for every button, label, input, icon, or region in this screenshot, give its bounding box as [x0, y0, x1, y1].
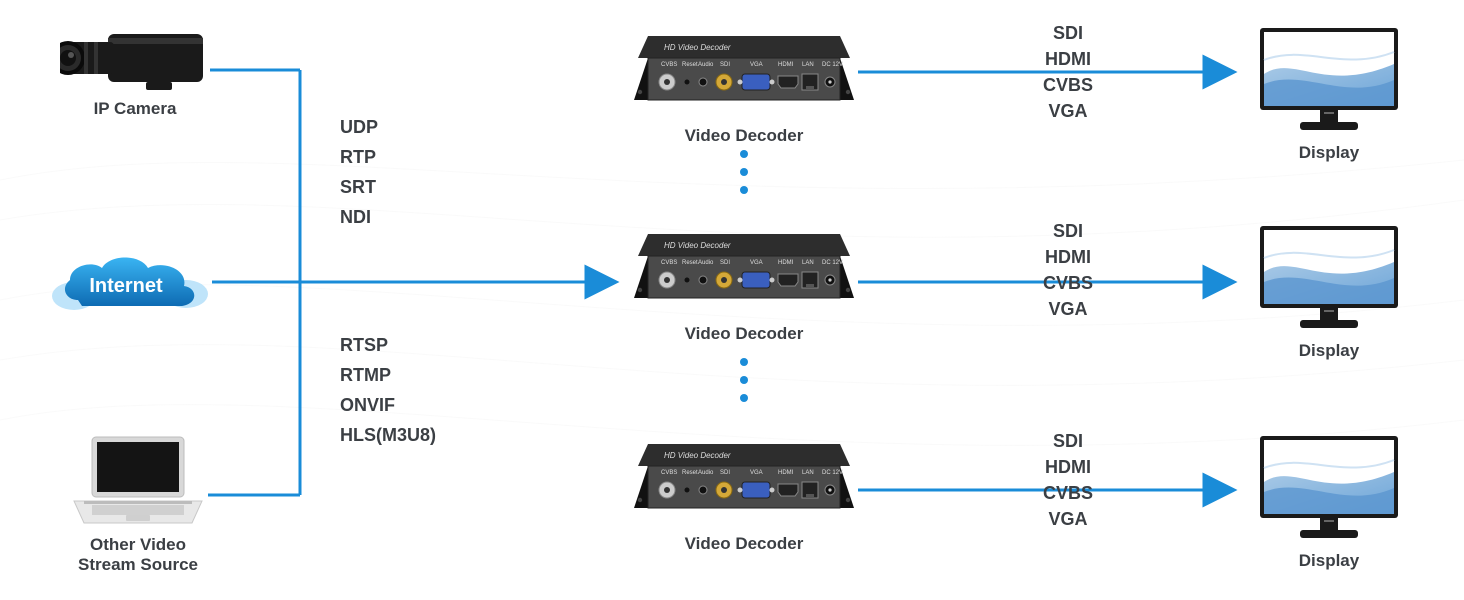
ellipsis-dots-1: [740, 150, 748, 194]
video-decoder-3: HD Video Decoder CVBS Reset Audio SDI VG…: [634, 438, 854, 554]
decoder-label: Video Decoder: [634, 534, 854, 554]
svg-text:LAN: LAN: [802, 62, 814, 68]
decoder-icon: HD Video Decoder CVBS Reset Audio SDI VG…: [634, 30, 854, 122]
svg-text:HD Video Decoder: HD Video Decoder: [664, 241, 731, 250]
internet-cloud: Internet: [48, 248, 212, 329]
display-2: Display: [1254, 222, 1404, 361]
dot: [740, 150, 748, 158]
proto-srt: SRT: [340, 172, 378, 202]
svg-text:Reset: Reset: [682, 260, 698, 266]
monitor-icon: [1254, 222, 1404, 332]
svg-text:Audio: Audio: [698, 260, 714, 266]
svg-text:LAN: LAN: [802, 260, 814, 266]
other-source-laptop: Other Video Stream Source: [68, 435, 208, 575]
monitor-icon: [1254, 24, 1404, 134]
protocols-top: UDP RTP SRT NDI: [340, 112, 378, 232]
dot: [740, 186, 748, 194]
proto-rtmp: RTMP: [340, 360, 436, 390]
output-protocols-1: SDI HDMI CVBS VGA: [1008, 20, 1128, 124]
svg-text:DC 12V: DC 12V: [822, 62, 843, 68]
svg-text:SDI: SDI: [720, 260, 730, 266]
dot: [740, 168, 748, 176]
display-3: Display: [1254, 432, 1404, 571]
svg-text:DC 12V: DC 12V: [822, 260, 843, 266]
camera-icon: [60, 24, 210, 94]
dot: [740, 376, 748, 384]
svg-text:HDMI: HDMI: [778, 62, 794, 68]
svg-text:HD Video Decoder: HD Video Decoder: [664, 43, 731, 52]
svg-text:DC 12V: DC 12V: [822, 470, 843, 476]
svg-text:Reset: Reset: [682, 470, 698, 476]
svg-text:Audio: Audio: [698, 62, 714, 68]
video-decoder-1: HD Video Decoder CVBS Reset Audio SDI VG…: [634, 30, 854, 146]
svg-text:SDI: SDI: [720, 470, 730, 476]
dot: [740, 358, 748, 366]
svg-text:SDI: SDI: [720, 62, 730, 68]
decoder-icon: HD Video Decoder CVBS Reset Audio SDI VG…: [634, 438, 854, 530]
video-decoder-2: HD Video Decoder CVBS Reset Audio SDI VG…: [634, 228, 854, 344]
output-protocols-3: SDI HDMI CVBS VGA: [1008, 428, 1128, 532]
svg-text:VGA: VGA: [750, 62, 763, 68]
ip-camera-label: IP Camera: [60, 99, 210, 119]
proto-onvif: ONVIF: [340, 390, 436, 420]
svg-text:LAN: LAN: [802, 470, 814, 476]
cloud-icon: Internet: [48, 248, 212, 324]
output-protocols-2: SDI HDMI CVBS VGA: [1008, 218, 1128, 322]
proto-ndi: NDI: [340, 202, 378, 232]
display-label: Display: [1254, 551, 1404, 571]
svg-text:Audio: Audio: [698, 470, 714, 476]
dot: [740, 394, 748, 402]
ellipsis-dots-2: [740, 358, 748, 402]
svg-text:Reset: Reset: [682, 62, 698, 68]
display-1: Display: [1254, 24, 1404, 163]
proto-rtp: RTP: [340, 142, 378, 172]
decoder-label: Video Decoder: [634, 324, 854, 344]
display-label: Display: [1254, 143, 1404, 163]
svg-text:HDMI: HDMI: [778, 260, 794, 266]
svg-text:CVBS: CVBS: [661, 260, 677, 266]
svg-text:VGA: VGA: [750, 470, 763, 476]
proto-hls: HLS(M3U8): [340, 420, 436, 450]
svg-text:HD Video Decoder: HD Video Decoder: [664, 451, 731, 460]
other-source-label: Other Video Stream Source: [68, 535, 208, 575]
ip-camera: IP Camera: [60, 24, 210, 119]
proto-rtsp: RTSP: [340, 330, 436, 360]
diagram-stage: IP Camera Internet: [0, 0, 1464, 600]
decoder-label: Video Decoder: [634, 126, 854, 146]
svg-text:HDMI: HDMI: [778, 470, 794, 476]
svg-text:VGA: VGA: [750, 260, 763, 266]
proto-udp: UDP: [340, 112, 378, 142]
display-label: Display: [1254, 341, 1404, 361]
decoder-icon: HD Video Decoder CVBS Reset Audio SDI VG…: [634, 228, 854, 320]
svg-text:CVBS: CVBS: [661, 62, 677, 68]
svg-text:CVBS: CVBS: [661, 470, 677, 476]
internet-text: Internet: [89, 275, 163, 297]
protocols-bottom: RTSP RTMP ONVIF HLS(M3U8): [340, 330, 436, 450]
laptop-icon: [68, 435, 208, 530]
monitor-icon: [1254, 432, 1404, 542]
